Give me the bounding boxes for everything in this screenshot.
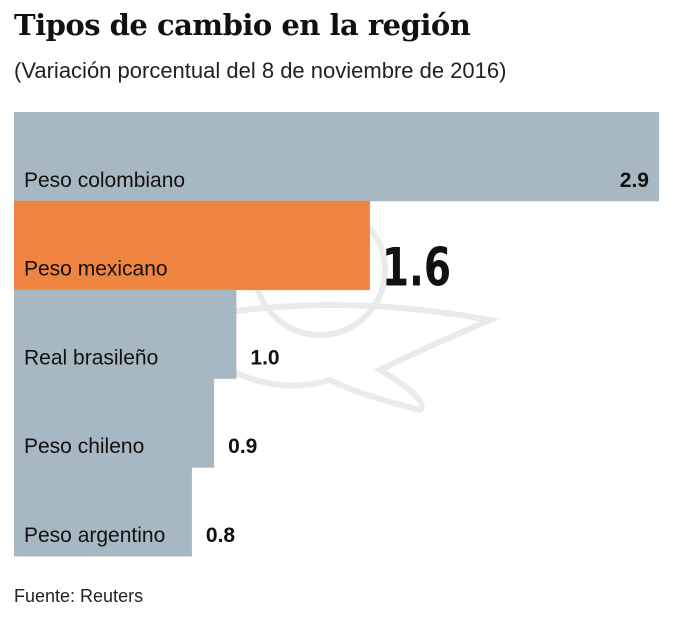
value-label: 0.8	[206, 524, 236, 547]
category-label: Peso argentino	[24, 524, 165, 547]
value-label: 1.0	[250, 346, 279, 369]
category-label: Real brasileño	[24, 346, 158, 369]
value-label: 1.6	[382, 237, 451, 298]
value-label: 0.9	[228, 435, 257, 458]
bar	[14, 378, 215, 468]
bar-chart: Peso colombiano 2.9 Peso mexicano 1.6 Real b…	[14, 112, 659, 557]
chart-subtitle: (Variación porcentual del 8 de noviembre…	[14, 58, 507, 83]
bar	[14, 200, 370, 291]
bar	[14, 289, 237, 379]
category-label: Peso mexicano	[24, 258, 168, 281]
chart-title: Tipos de cambio en la región	[14, 8, 471, 42]
category-label: Peso chileno	[24, 435, 144, 458]
bar	[14, 112, 659, 202]
bar	[14, 467, 192, 557]
value-label: 2.9	[620, 169, 649, 192]
source-note: Fuente: Reuters	[14, 586, 144, 606]
category-label: Peso colombiano	[24, 169, 185, 192]
